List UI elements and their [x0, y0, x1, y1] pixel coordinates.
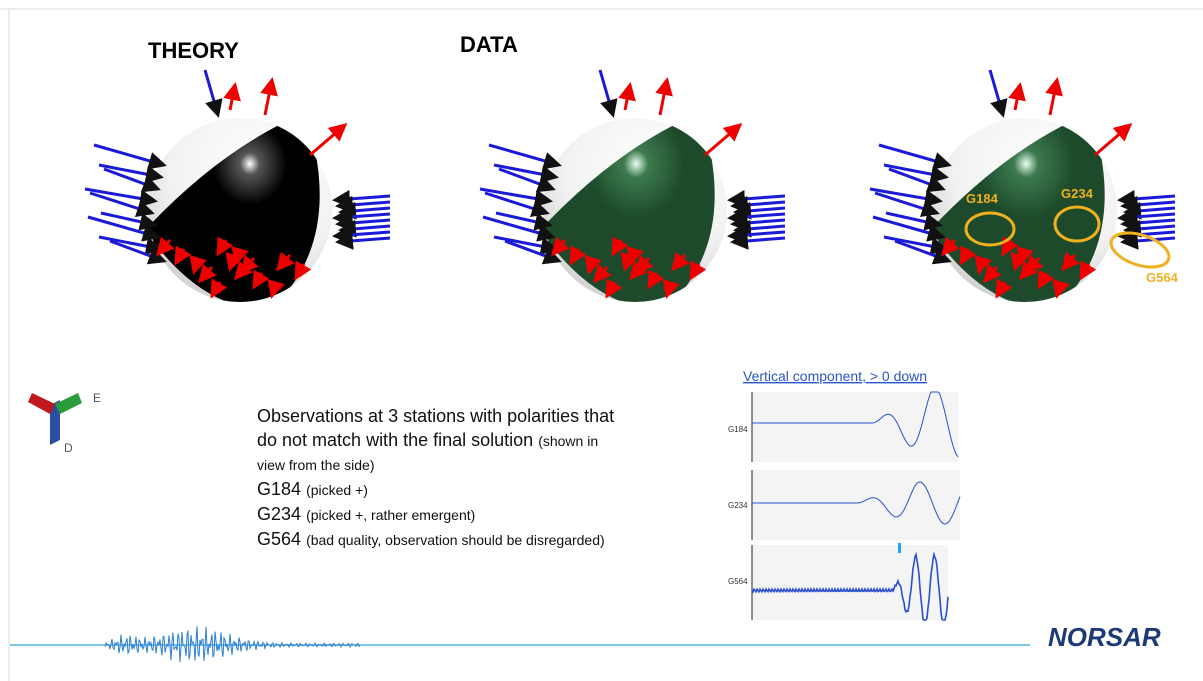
- polarity-arrow: [873, 217, 943, 237]
- polarity-arrow: [733, 238, 785, 242]
- station-label: G234: [1061, 186, 1094, 201]
- polarity-arrow: [341, 226, 390, 230]
- logo: NORSAR: [1048, 622, 1161, 652]
- polarity-arrow: [1120, 214, 1175, 218]
- polarity-arrow: [310, 125, 345, 155]
- polarity-arrow: [736, 226, 785, 230]
- polarity-arrow: [730, 214, 785, 218]
- heading: THEORY: [148, 38, 239, 63]
- station: G234: [257, 504, 301, 524]
- polarity-arrow: [230, 85, 235, 110]
- detail: (picked +): [306, 482, 368, 498]
- polarity-arrow: [600, 70, 613, 115]
- polarity-arrow: [338, 202, 390, 206]
- polarity-arrow: [489, 145, 559, 165]
- polarity-arrow: [483, 217, 553, 237]
- trace-panel: [752, 470, 960, 540]
- polarity-arrow: [733, 202, 785, 206]
- polarity-arrow: [94, 145, 164, 165]
- polarity-arrow: [1050, 80, 1057, 115]
- polarity-arrow: [990, 70, 1003, 115]
- station-label: G184: [966, 191, 999, 206]
- station-label: G564: [1146, 270, 1179, 285]
- station: G564: [257, 529, 301, 549]
- polarity-arrow: [338, 238, 390, 242]
- polarity-arrow: [335, 196, 390, 200]
- focal-spheres: [85, 70, 1175, 310]
- polarity-arrow: [1123, 220, 1175, 224]
- slide: THEORY DATA G184 G234 G564 E D Vertical …: [0, 0, 1203, 681]
- polarity-arrow: [705, 125, 740, 155]
- slide-graphics: THEORY DATA G184 G234 G564 E D Vertical …: [0, 0, 1203, 681]
- axis-label: D: [64, 441, 73, 455]
- axis-icon: [28, 393, 82, 445]
- trace-label: G564: [728, 577, 748, 586]
- polarity-arrow: [879, 145, 949, 165]
- polarity-arrow: [1095, 125, 1130, 155]
- polarity-arrow: [1126, 226, 1175, 230]
- polarity-arrow: [1120, 196, 1175, 200]
- polarity-arrow: [205, 70, 218, 115]
- trace-label: G184: [728, 425, 748, 434]
- text-line: Observations at 3 stations with polariti…: [257, 406, 614, 426]
- polarity-arrow: [341, 208, 390, 212]
- observations: Observations at 3 stations with polariti…: [257, 404, 614, 552]
- text-note: (shown in: [538, 433, 598, 449]
- heading: DATA: [460, 32, 518, 57]
- footer-waveform: [105, 626, 360, 662]
- polarity-arrow: [736, 208, 785, 212]
- seismograms: [752, 392, 960, 620]
- trace-title: Vertical component, > 0 down: [743, 368, 927, 384]
- polarity-arrow: [338, 220, 390, 224]
- polarity-arrow: [1015, 85, 1020, 110]
- text-line: do not match with the final solution: [257, 430, 533, 450]
- station: G184: [257, 479, 301, 499]
- polarity-arrow: [335, 214, 390, 218]
- polarity-arrow: [730, 196, 785, 200]
- polarity-arrow: [660, 80, 667, 115]
- polarity-arrow: [1123, 202, 1175, 206]
- polarity-arrow: [625, 85, 630, 110]
- detail: (picked +, rather emergent): [306, 507, 475, 523]
- polarity-arrow: [265, 80, 272, 115]
- polarity-arrow: [335, 232, 390, 236]
- trace-label: G234: [728, 501, 748, 510]
- polarity-arrow: [88, 217, 158, 237]
- detail: (bad quality, observation should be disr…: [306, 532, 605, 548]
- pick-mark: [898, 543, 901, 553]
- trace-panel: [752, 545, 948, 620]
- polarity-arrow: [733, 220, 785, 224]
- text-note: view from the side): [257, 457, 374, 473]
- axis-label: E: [93, 391, 101, 405]
- polarity-arrow: [1126, 208, 1175, 212]
- polarity-arrow: [730, 232, 785, 236]
